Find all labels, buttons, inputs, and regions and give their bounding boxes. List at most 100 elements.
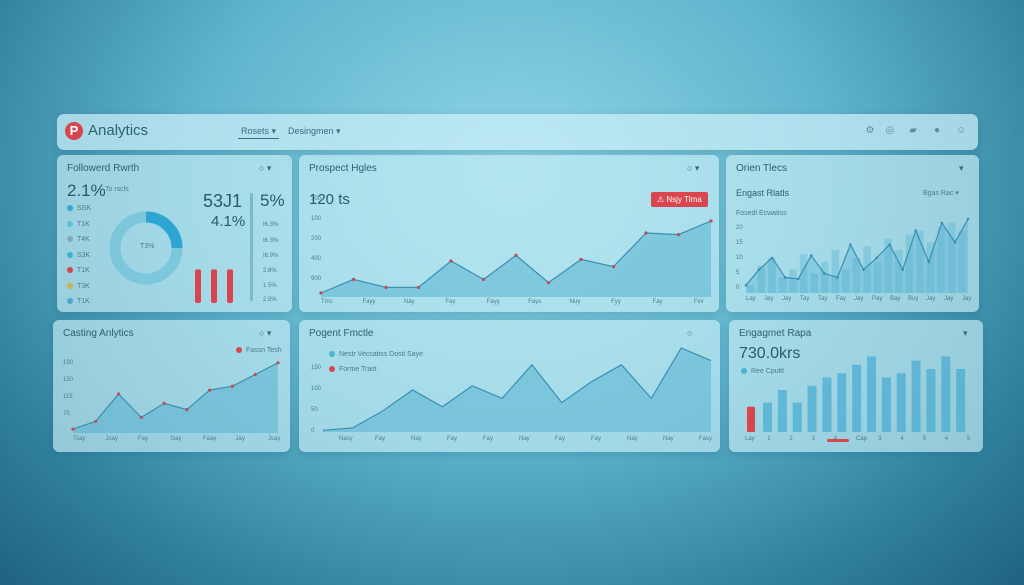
axis-tick-label: Bay [890, 296, 901, 302]
right-label: I6 3% [263, 238, 279, 244]
axis-tick-label: 70 [63, 411, 70, 417]
bar [873, 261, 882, 293]
engagement-legend: Ree Cpultt [741, 368, 784, 375]
axis-tick-label: Fyy [611, 299, 621, 305]
axis-tick-label: Fay [483, 436, 494, 442]
bar [799, 254, 808, 293]
right-label: 2.8% [263, 268, 277, 274]
axis-tick-label: Jay [944, 296, 954, 302]
data-point [139, 415, 143, 419]
app-logo[interactable]: P [65, 122, 83, 140]
data-point [579, 257, 583, 261]
chevron-down-icon[interactable]: ○ [687, 328, 693, 338]
bar [937, 226, 945, 293]
axis-tick-label: Fay [375, 436, 386, 442]
chevron-down-icon[interactable]: ○ ▾ [687, 163, 700, 173]
data-point [783, 276, 787, 279]
bar [852, 257, 861, 293]
user-icon[interactable]: ☺ [956, 125, 967, 136]
engagement-value: 730.0krs [739, 345, 801, 362]
axis-tick-label: 200 [311, 236, 322, 242]
bar [905, 234, 914, 293]
axis-tick-label: Tay [818, 296, 828, 302]
axis-tick-label: Fay [591, 436, 602, 442]
app-title: Analytics [88, 122, 149, 139]
axis-tick-label: 5 [922, 436, 926, 442]
axis-tick-label: Fays [528, 299, 542, 305]
axis-tick-label: 3 [811, 436, 815, 442]
message-icon[interactable]: ▰ [909, 125, 917, 136]
bar [926, 242, 935, 293]
axis-tick-label: Lay [745, 436, 755, 442]
axis-tick-label: Cap [856, 436, 868, 442]
bar [822, 377, 832, 432]
bar [863, 246, 871, 293]
bar [911, 360, 921, 432]
data-point [836, 276, 839, 279]
mic-icon[interactable]: ● [933, 125, 941, 136]
tab-rosets[interactable]: Rosets ▾ [238, 125, 280, 139]
tab-desingmen[interactable]: Desingmen ▾ [288, 126, 341, 136]
axis-tick-label: 100 [311, 386, 322, 392]
data-point [208, 388, 212, 392]
chevron-down-icon[interactable]: ○ ▾ [259, 328, 272, 338]
casting-legend: Fassn Tesh [236, 347, 282, 354]
axis-tick-label: Nay [403, 299, 415, 305]
orien-dropdown[interactable]: Bgas Rac ▾ [923, 190, 959, 197]
data-point [940, 221, 944, 225]
prospect-value: 120 ts [309, 191, 350, 208]
data-point [914, 229, 918, 232]
legend-item: SSK [67, 205, 91, 221]
chevron-down-icon[interactable]: ▾ [959, 163, 964, 173]
bar [789, 269, 797, 293]
bar [747, 406, 755, 432]
axis-tick-label: Jay [854, 296, 864, 302]
data-point [823, 272, 826, 275]
follower-growth-card: Followerd Rwrth ○ ▾ 2.1% To rscls SSK T1… [57, 155, 292, 312]
prospect-card: Prospect Hgles ○ ▾ 120 ts ⚠ Nsjy Tlma 10… [299, 155, 719, 312]
card-title: Engagmet Rapa [739, 328, 812, 339]
alert-badge[interactable]: ⚠ Nsjy Tlma [651, 192, 708, 207]
data-point [416, 285, 421, 289]
bar [837, 373, 847, 432]
axis-tick-label: Pay [872, 296, 883, 302]
series-line [322, 347, 712, 431]
axis-tick-label: 0 [311, 428, 315, 434]
donut-center-label: T3% [140, 243, 155, 250]
bar [926, 369, 936, 432]
axis-tick-label: Jay [926, 296, 936, 302]
data-point [966, 217, 970, 221]
pogent-legend-2: Forme Trast [329, 366, 377, 373]
gear-icon[interactable]: ⚙ [865, 125, 875, 136]
bar [227, 269, 233, 303]
data-point [94, 419, 98, 423]
legend-item: T1K [67, 267, 91, 283]
data-point [514, 253, 518, 257]
chevron-down-icon[interactable]: ▾ [963, 328, 968, 338]
orien-combo-chart [744, 217, 970, 293]
axis-tick-label: 190 [63, 360, 74, 366]
pogent-card: Pogent Fmctle ○ Nestr Veccatiss Dosti Sa… [299, 320, 720, 452]
axis-tick-label: 5 [736, 270, 740, 276]
axis-tick-label: Lay [746, 296, 756, 302]
right-label: 1 5% [263, 283, 277, 289]
bar [881, 377, 891, 432]
follower-pct: 5% [260, 191, 285, 210]
data-point [611, 265, 616, 269]
notification-icon[interactable]: ◎ [885, 125, 895, 136]
top-navigation-bar: P Analytics Rosets ▾ Desingmen ▾ ⚙ ◎ ▰ ●… [57, 114, 978, 150]
data-point [901, 268, 905, 271]
right-label: I6.3% [263, 222, 279, 228]
bar [778, 277, 787, 293]
axis-tick-label: Jay [764, 296, 774, 302]
data-point [253, 372, 257, 377]
chevron-down-icon[interactable]: ○ ▾ [259, 163, 272, 173]
data-point [644, 231, 648, 235]
data-point [185, 408, 189, 412]
data-point [319, 291, 323, 295]
data-point [770, 256, 774, 260]
axis-tick-label: Nay [627, 436, 638, 442]
orien-sub2: Fosedl Ecwatiss [736, 210, 787, 217]
bar [807, 385, 817, 432]
card-title: Casting Anlytics [63, 328, 134, 339]
